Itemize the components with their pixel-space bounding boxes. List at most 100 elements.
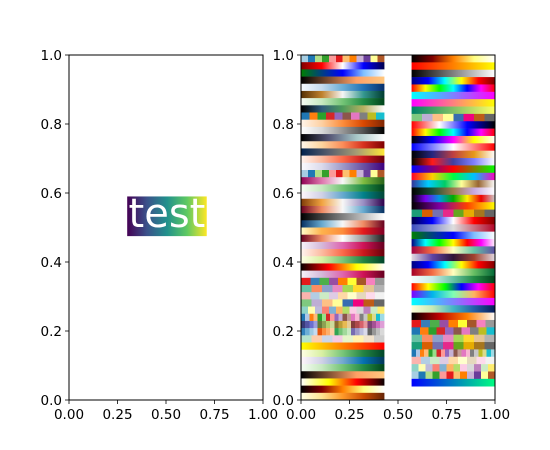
colormap-strip-PiYG: [301, 177, 385, 185]
left-ytick-label: 1.0: [41, 48, 62, 64]
colormap-strip-Paired: [301, 170, 385, 178]
colormap-strip-gist_ncar: [411, 239, 495, 247]
colormap-strip-jet: [411, 77, 495, 85]
left-ytick-label: 0.2: [41, 324, 62, 340]
colormap-strip-PuOr: [301, 198, 385, 207]
right-xtick-label: 0.00: [286, 407, 316, 423]
colormap-strip-gist_stern: [411, 158, 495, 166]
colormap-strip-RdBu_r: [301, 220, 385, 228]
left-xtick-label: 0.50: [151, 407, 181, 423]
right-xtick-label: 0.75: [431, 407, 461, 423]
colormap-strip-Set1: [411, 319, 495, 328]
colormap-strip-tab10: [411, 327, 495, 335]
right-axes: 0.00 0.25 0.50 0.75 1.00 0.0 0.2 0.4 0.6 0.8 1.0: [273, 48, 511, 423]
right-ytick-label: 0.6: [273, 186, 294, 202]
colormap-strip-Set3: [411, 364, 495, 372]
colormap-strip-OrRd: [301, 141, 385, 149]
colormap-strip-Reds: [301, 155, 385, 164]
right-ytick-label: 1.0: [273, 48, 294, 64]
colormap-strip-PuBu: [301, 356, 385, 365]
colormap-strip-brg: [411, 165, 495, 174]
colormap-strip-afmhot: [411, 55, 495, 63]
colormap-strip-Accent: [301, 299, 385, 307]
colormap-strip-Greens: [301, 364, 385, 372]
left-xtick-label: 1.00: [248, 407, 278, 423]
colormap-strip-YlOrBr: [301, 392, 385, 401]
right-ytick-label: 0.4: [273, 255, 294, 271]
colormap-strip-RdGy: [301, 234, 385, 243]
left-xtick-label: 0.00: [54, 407, 84, 423]
colormap-strip-prism: [411, 283, 495, 291]
right-ytick-label: 0.0: [273, 393, 294, 409]
colormap-strip-RdBu: [301, 205, 385, 214]
colormap-strip-hot: [301, 263, 385, 271]
colormap-strip-YlGn: [301, 349, 385, 358]
colormap-strip-tab10: [301, 112, 385, 120]
left-xtick-label: 0.25: [102, 407, 132, 423]
colormap-strip-YlOrRd: [301, 227, 385, 235]
left-axes: test 0.00 0.25 0.50 0.75 1.00 0.0 0.2 0.4 0.6 0.8 1…: [41, 48, 279, 423]
colormap-strip-cool: [411, 91, 495, 100]
colormap-strip-tab20: [411, 349, 495, 358]
colormap-strip-Dark2: [411, 342, 495, 350]
colormap-strip-cool: [411, 297, 495, 306]
colormap-strip-Greens: [301, 98, 385, 106]
colormap-strip-PuRd: [301, 241, 385, 250]
colormap-strip-seismic: [411, 216, 495, 225]
colormap-strip-Pastel1: [301, 292, 385, 300]
colormap-strip-gnuplot2: [411, 135, 495, 144]
colormap-strip-BrBG: [301, 90, 385, 99]
colormap-strip-Dark2: [411, 209, 495, 218]
colormap-strip-Greys: [301, 126, 385, 135]
colormap-strip-hsv: [411, 128, 495, 137]
colormap-strip-summer: [411, 106, 495, 115]
colormap-strip-YlGnBu: [411, 305, 495, 313]
colormap-strip-cubehelix: [411, 187, 495, 196]
colormap-strip-hsv: [411, 84, 495, 93]
colormap-strip-rainbow: [411, 290, 495, 299]
colormap-strip-cividis: [301, 148, 385, 156]
colormap-strip-terrain: [411, 180, 495, 188]
colormap-strip-Pastel2: [301, 335, 385, 343]
left-xtick-label: 0.75: [199, 407, 229, 423]
colormap-strip-Pastel1: [411, 356, 495, 365]
colormap-strip-ocean: [411, 231, 495, 240]
colormap-strip-Reds: [301, 249, 385, 257]
colormap-strip-jet: [411, 261, 495, 269]
colormap-strip-bwr: [411, 143, 495, 151]
colormap-strip-Blues: [301, 83, 385, 92]
text-background-image: [127, 196, 207, 237]
colormap-strip-Greens: [301, 184, 385, 192]
colormap-strip-twilight: [411, 253, 495, 262]
left-ytick-label: 0.8: [41, 117, 62, 133]
right-ytick-label: 0.2: [273, 324, 294, 340]
colormap-strip-bone: [301, 134, 385, 142]
colormap-strip-seismic_r: [301, 62, 385, 70]
colormap-strip-Paired: [411, 371, 495, 380]
colormap-strip-flag: [411, 121, 495, 129]
colormap-strip-Spectral: [411, 246, 495, 255]
left-ytick-label: 0.4: [41, 255, 62, 271]
left-ytick-label: 0.6: [41, 186, 62, 202]
colormap-strip-copper: [301, 371, 385, 379]
left-ytick-label: 0.0: [41, 393, 62, 409]
colormap-strip-winter: [411, 378, 495, 387]
colormap-strip-coolwarm: [411, 224, 495, 232]
colormap-strip-gist_earth: [301, 105, 385, 113]
colormap-strip-PuBuGn: [301, 191, 385, 200]
colormap-strip-BuGn: [411, 275, 495, 284]
colormap-strip-Set1: [301, 277, 385, 286]
right-xtick-label: 1.00: [480, 407, 510, 423]
colormap-strip-Accent: [411, 113, 495, 122]
colormap-strip-afmhot: [301, 385, 385, 394]
colormap-strip-Paired: [301, 55, 385, 63]
right-xtick-label: 0.25: [334, 407, 364, 423]
colormap-strip-gray: [301, 213, 385, 221]
colormap-strip-CMRmap: [411, 150, 495, 159]
colormap-strip-gist_rainbow: [411, 172, 495, 181]
colormap-strip-Purples: [301, 162, 385, 171]
annotation-text: test: [129, 191, 206, 237]
colormap-strip-PuRd: [301, 270, 385, 279]
colormap-strip-gray: [411, 69, 495, 78]
colormap-strip-gnuplot: [411, 202, 495, 210]
